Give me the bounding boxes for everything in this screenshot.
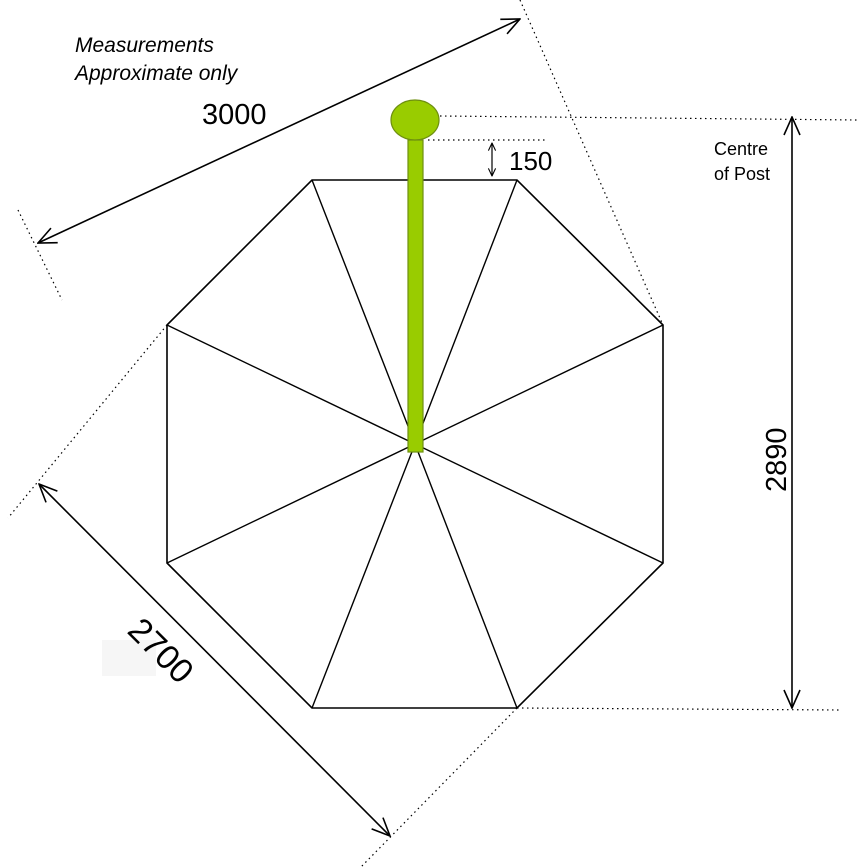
post-base xyxy=(390,99,440,141)
dimension-line-3000 xyxy=(38,19,520,243)
centre-label-line-1: Centre xyxy=(714,139,768,159)
extension-lines xyxy=(7,0,858,868)
centre-label-line-2: of Post xyxy=(714,164,770,184)
canopy-ribs xyxy=(166,179,664,709)
dimension-label-2890: 2890 xyxy=(761,427,793,492)
post-arm xyxy=(407,139,424,453)
dimension-line-2700 xyxy=(39,484,390,836)
note-line-1: Measurements xyxy=(75,34,214,57)
label-highlight xyxy=(102,640,156,676)
note-line-2: Approximate only xyxy=(73,62,239,85)
dimension-label-150: 150 xyxy=(509,146,552,176)
dimension-label-3000: 3000 xyxy=(202,99,267,131)
